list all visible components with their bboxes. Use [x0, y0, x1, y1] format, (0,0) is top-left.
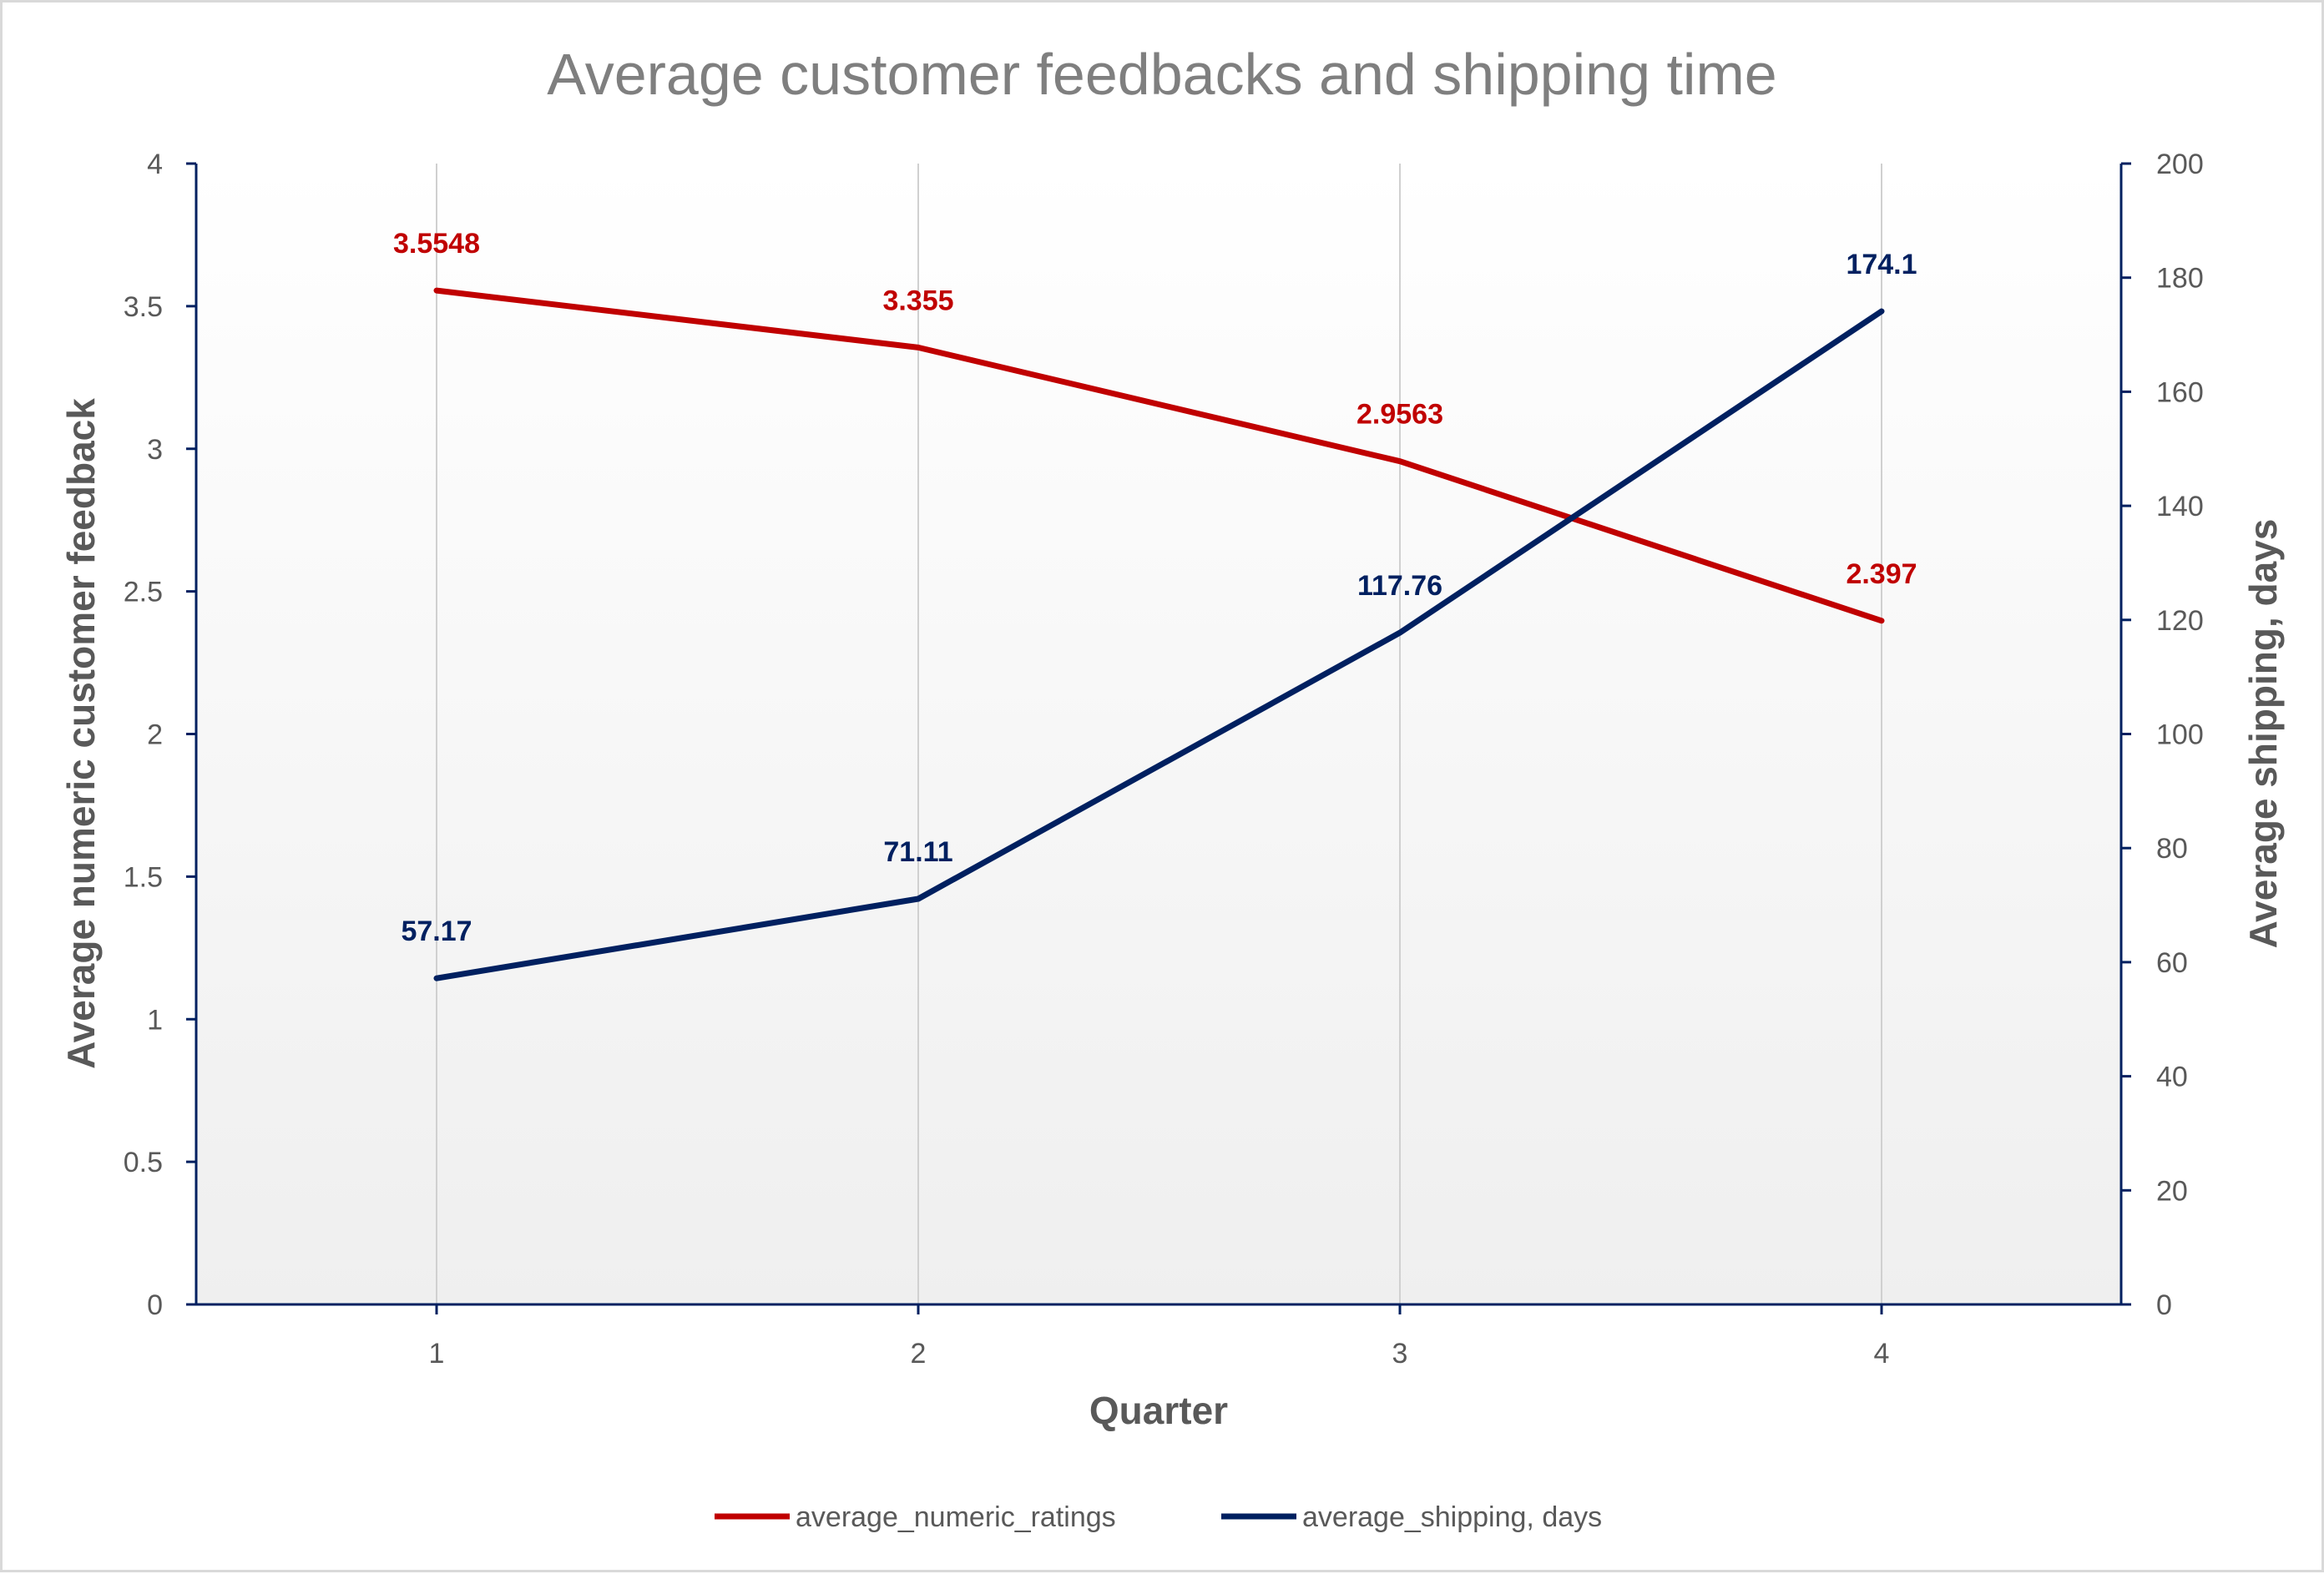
data-label-ratings: 2.9563 [1357, 399, 1443, 431]
legend-item-shipping[interactable]: average_shipping, days [1221, 1501, 1602, 1533]
data-label-ratings: 2.397 [1846, 558, 1917, 590]
y-tick-label: 2.5 [124, 577, 163, 608]
y2-tick-label: 200 [2156, 149, 2204, 180]
y2-tick-label: 60 [2156, 947, 2188, 979]
y-tick-label: 1.5 [124, 861, 163, 893]
y2-axis-title: Average shipping, days [2241, 519, 2285, 949]
x-axis-title: Quarter [1089, 1389, 1228, 1432]
y2-tick-label: 120 [2156, 605, 2204, 637]
x-tick-label: 4 [1874, 1338, 1890, 1370]
line-chart: 00.511.522.533.5402040608010012014016018… [59, 42, 2285, 1533]
legend: average_numeric_ratings average_shipping… [715, 1501, 1602, 1533]
y-tick-label: 3 [147, 434, 163, 466]
data-label-ratings: 3.5548 [393, 228, 480, 260]
data-labels: 3.5548 3.355 2.9563 2.397 57.17 71.11 117.76 17… [393, 228, 1917, 947]
plot-area [196, 164, 2121, 1304]
y-tick-label: 1 [147, 1004, 163, 1036]
y2-tick-label: 180 [2156, 263, 2204, 295]
y2-tick-label: 80 [2156, 833, 2188, 865]
axes: 00.511.522.533.5402040608010012014016018… [124, 149, 2204, 1370]
data-label-shipping: 57.17 [401, 916, 472, 947]
data-label-shipping: 174.1 [1846, 249, 1917, 280]
legend-label-ratings: average_numeric_ratings [796, 1501, 1116, 1533]
chart-title: Average customer feedbacks and shipping … [547, 42, 1776, 107]
y2-tick-label: 0 [2156, 1289, 2172, 1321]
gridlines [436, 164, 1882, 1304]
data-label-shipping: 117.76 [1357, 570, 1442, 602]
x-tick-label: 3 [1392, 1338, 1408, 1370]
x-tick-label: 2 [911, 1338, 927, 1370]
legend-item-ratings[interactable]: average_numeric_ratings [715, 1501, 1116, 1533]
y-axis-title: Average numeric customer feedback [59, 398, 103, 1069]
y2-tick-label: 40 [2156, 1062, 2188, 1093]
y2-tick-label: 20 [2156, 1175, 2188, 1207]
data-label-ratings: 3.355 [882, 285, 953, 316]
y-tick-label: 0 [147, 1289, 163, 1321]
y2-tick-label: 100 [2156, 719, 2204, 751]
series-line-ratings [433, 287, 1885, 624]
y-tick-label: 0.5 [124, 1147, 163, 1178]
x-tick-label: 1 [429, 1338, 445, 1370]
legend-label-shipping: average_shipping, days [1302, 1501, 1602, 1533]
y-tick-label: 2 [147, 719, 163, 751]
y2-tick-label: 140 [2156, 491, 2204, 522]
data-label-shipping: 71.11 [883, 836, 952, 868]
series-line-shipping [433, 308, 1885, 981]
y2-tick-label: 160 [2156, 376, 2204, 408]
series-lines [433, 287, 1885, 981]
y-tick-label: 4 [147, 149, 163, 180]
y-tick-label: 3.5 [124, 291, 163, 323]
